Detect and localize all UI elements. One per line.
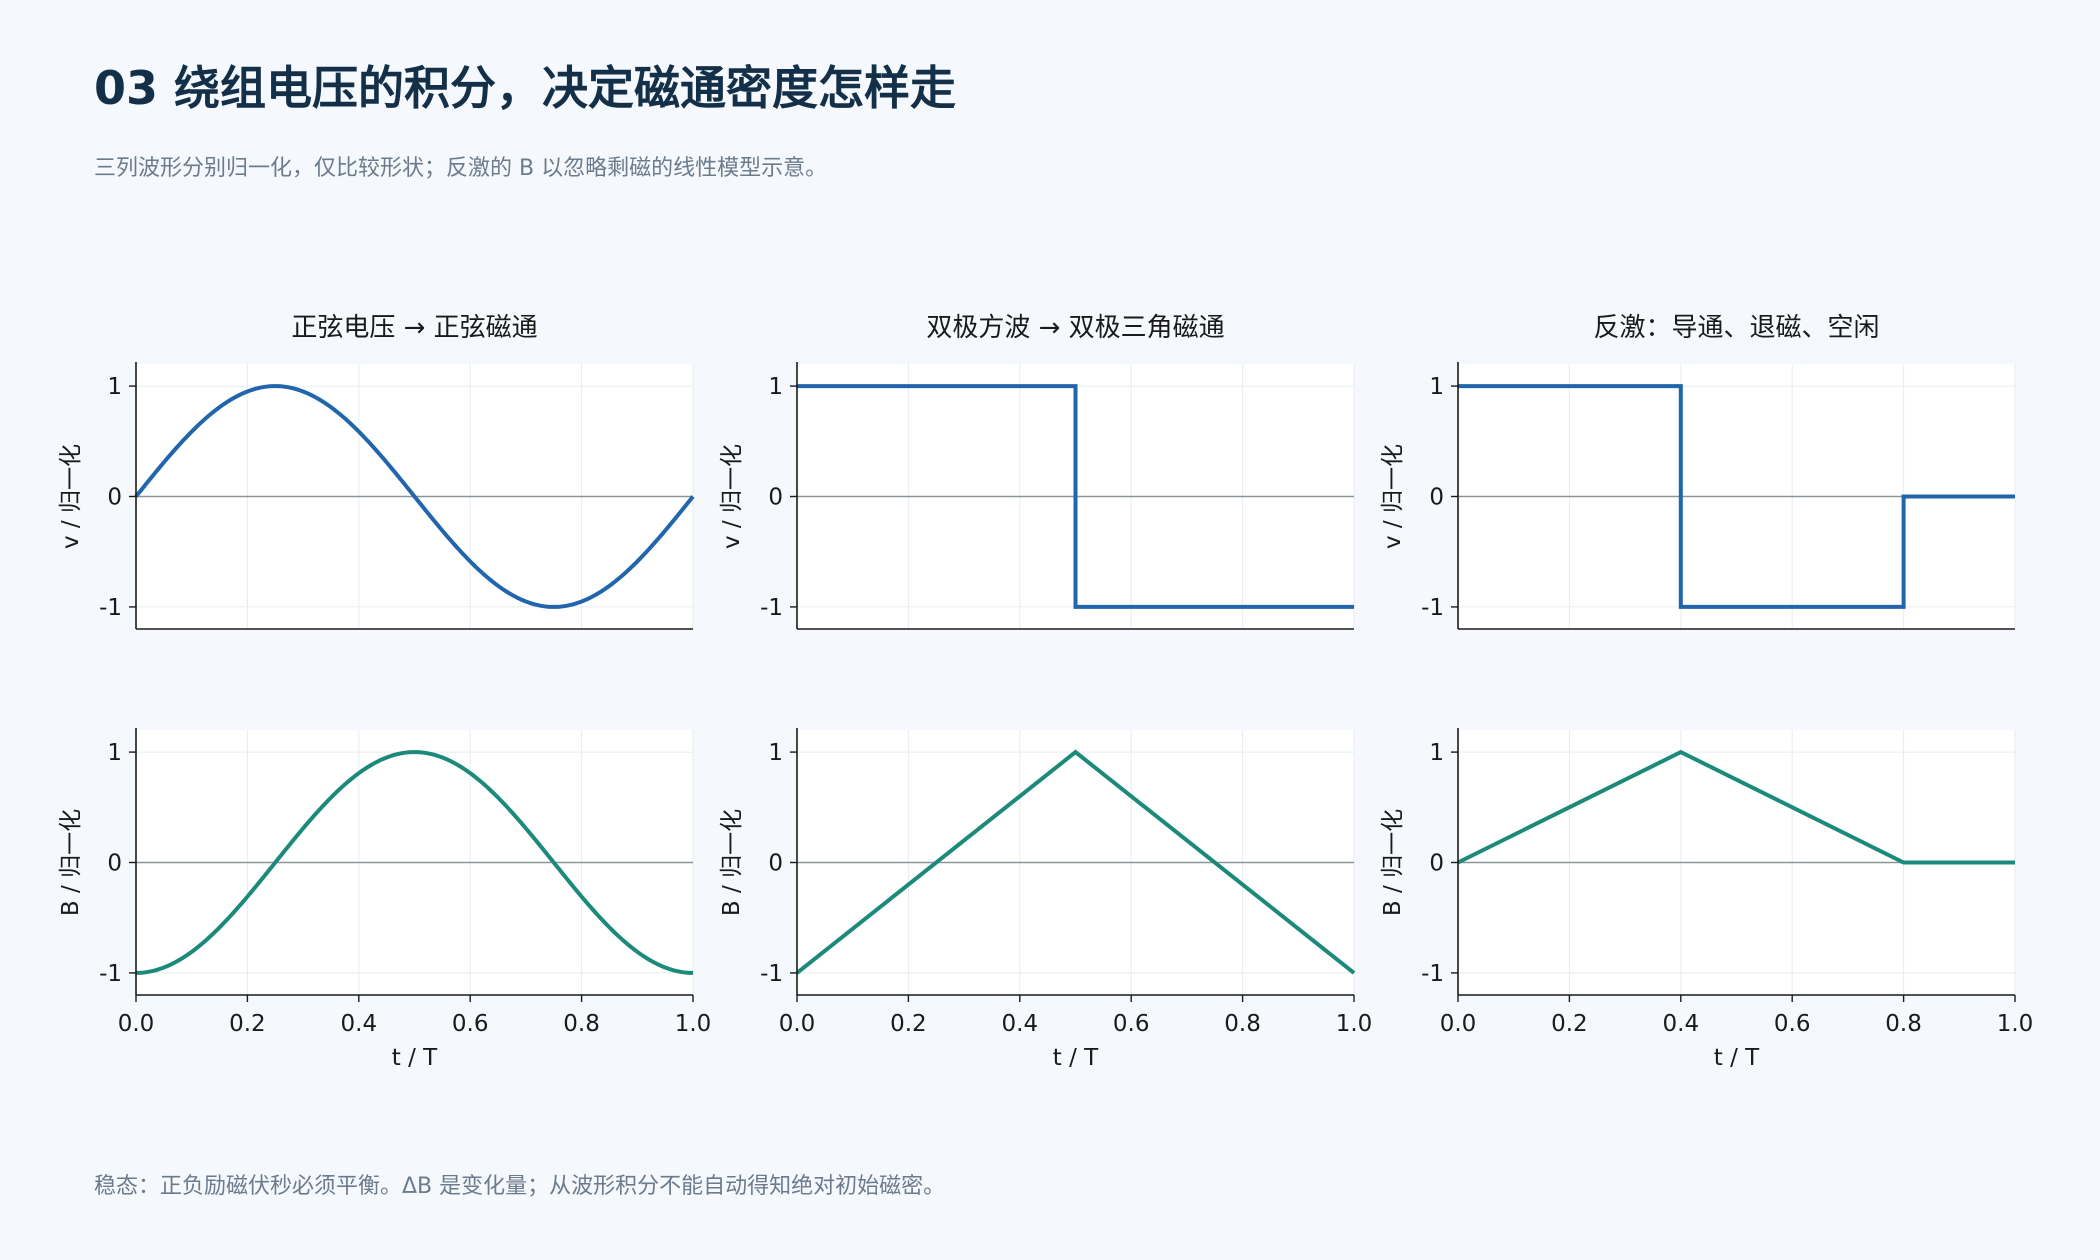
x-tick-label: 0.0: [1440, 1011, 1477, 1037]
y-tick-label: -1: [1421, 595, 1444, 621]
chart-panel-2: 1 0 -1 v / 归一化 双极方波 → 双极三角磁通: [719, 313, 1355, 630]
x-tick-label: 0.4: [341, 1011, 378, 1037]
y-tick-label: 1: [107, 740, 122, 766]
page-title: 03 绕组电压的积分，决定磁通密度怎样走: [94, 61, 957, 115]
y-tick-label: 0: [107, 485, 122, 511]
y-tick-label: 1: [107, 374, 122, 400]
flux-series-line: [135, 750, 694, 975]
footnote: 稳态：正负励磁伏秒必须平衡。ΔB 是变化量；从波形积分不能自动得知绝对初始磁密。: [94, 1174, 946, 1199]
x-tick-label: 0.2: [1551, 1011, 1588, 1037]
chart-panel-3: 1 0 -1 v / 归一化 反激：导通、退磁、空闲: [1380, 313, 2016, 630]
y-tick-label: 0: [1429, 851, 1444, 877]
y-axis-label: B / 归一化: [58, 809, 84, 916]
y-axis-label: B / 归一化: [1380, 809, 1406, 916]
chart-title: 反激：导通、退磁、空闲: [1593, 313, 1879, 343]
y-tick-label: 0: [1429, 485, 1444, 511]
y-tick-label: 1: [1429, 374, 1444, 400]
x-tick-label: 1.0: [1336, 1011, 1373, 1037]
flux-series-line: [795, 749, 1356, 975]
x-tick-label: 1.0: [1997, 1011, 2034, 1037]
x-tick-label: 0.4: [1663, 1011, 1700, 1037]
x-tick-label: 0.6: [452, 1011, 489, 1037]
y-axis-label: v / 归一化: [719, 444, 745, 549]
x-tick-label: 0.0: [779, 1011, 816, 1037]
x-tick-label: 0.6: [1774, 1011, 1811, 1037]
y-tick-label: -1: [1421, 961, 1444, 987]
flux-series-line: [1457, 749, 2015, 865]
x-tick-label: 1.0: [675, 1011, 712, 1037]
page-subtitle: 三列波形分别归一化，仅比较形状；反激的 B 以忽略剩磁的线性模型示意。: [94, 156, 828, 181]
x-tick-label: 0.2: [229, 1011, 266, 1037]
y-tick-label: 1: [768, 740, 783, 766]
y-tick-label: 1: [768, 374, 783, 400]
y-tick-label: -1: [99, 595, 122, 621]
voltage-series-line: [797, 384, 1354, 609]
chart-panel-1: 1 0 -1 v / 归一化 正弦电压 → 正弦磁通: [58, 313, 695, 630]
voltage-series-line: [1458, 384, 2015, 609]
chart-panel-4: 1 0 -1 0.0 0.2 0.4 0.6 0.8 1.0 t / T B / 归一化: [58, 728, 711, 1071]
y-tick-label: -1: [99, 961, 122, 987]
chart-title: 双极方波 → 双极三角磁通: [926, 313, 1224, 343]
y-tick-label: 0: [768, 851, 783, 877]
chart-title: 正弦电压 → 正弦磁通: [291, 313, 537, 343]
chart-panel-6: 1 0 -1 0.0 0.2 0.4 0.6 0.8 1.0 t / T B / 归一化: [1380, 728, 2033, 1071]
x-axis-label: t / T: [1053, 1045, 1099, 1071]
y-tick-label: 0: [107, 851, 122, 877]
voltage-series-line: [134, 384, 695, 609]
x-tick-label: 0.8: [563, 1011, 600, 1037]
x-tick-label: 0.8: [1885, 1011, 1922, 1037]
x-tick-label: 0.2: [890, 1011, 927, 1037]
y-tick-label: 1: [1429, 740, 1444, 766]
y-axis-label: B / 归一化: [719, 809, 745, 916]
y-tick-label: -1: [760, 595, 783, 621]
y-tick-label: 0: [768, 485, 783, 511]
y-axis-label: v / 归一化: [58, 444, 84, 549]
y-tick-label: -1: [760, 961, 783, 987]
x-tick-label: 0.4: [1002, 1011, 1039, 1037]
x-tick-label: 0.0: [118, 1011, 155, 1037]
x-tick-label: 0.8: [1224, 1011, 1261, 1037]
chart-panel-5: 1 0 -1 0.0 0.2 0.4 0.6 0.8 1.0 t / T B / 归一化: [719, 728, 1372, 1071]
x-axis-label: t / T: [392, 1045, 438, 1071]
x-tick-label: 0.6: [1113, 1011, 1150, 1037]
x-axis-label: t / T: [1714, 1045, 1760, 1071]
y-axis-label: v / 归一化: [1380, 444, 1406, 549]
